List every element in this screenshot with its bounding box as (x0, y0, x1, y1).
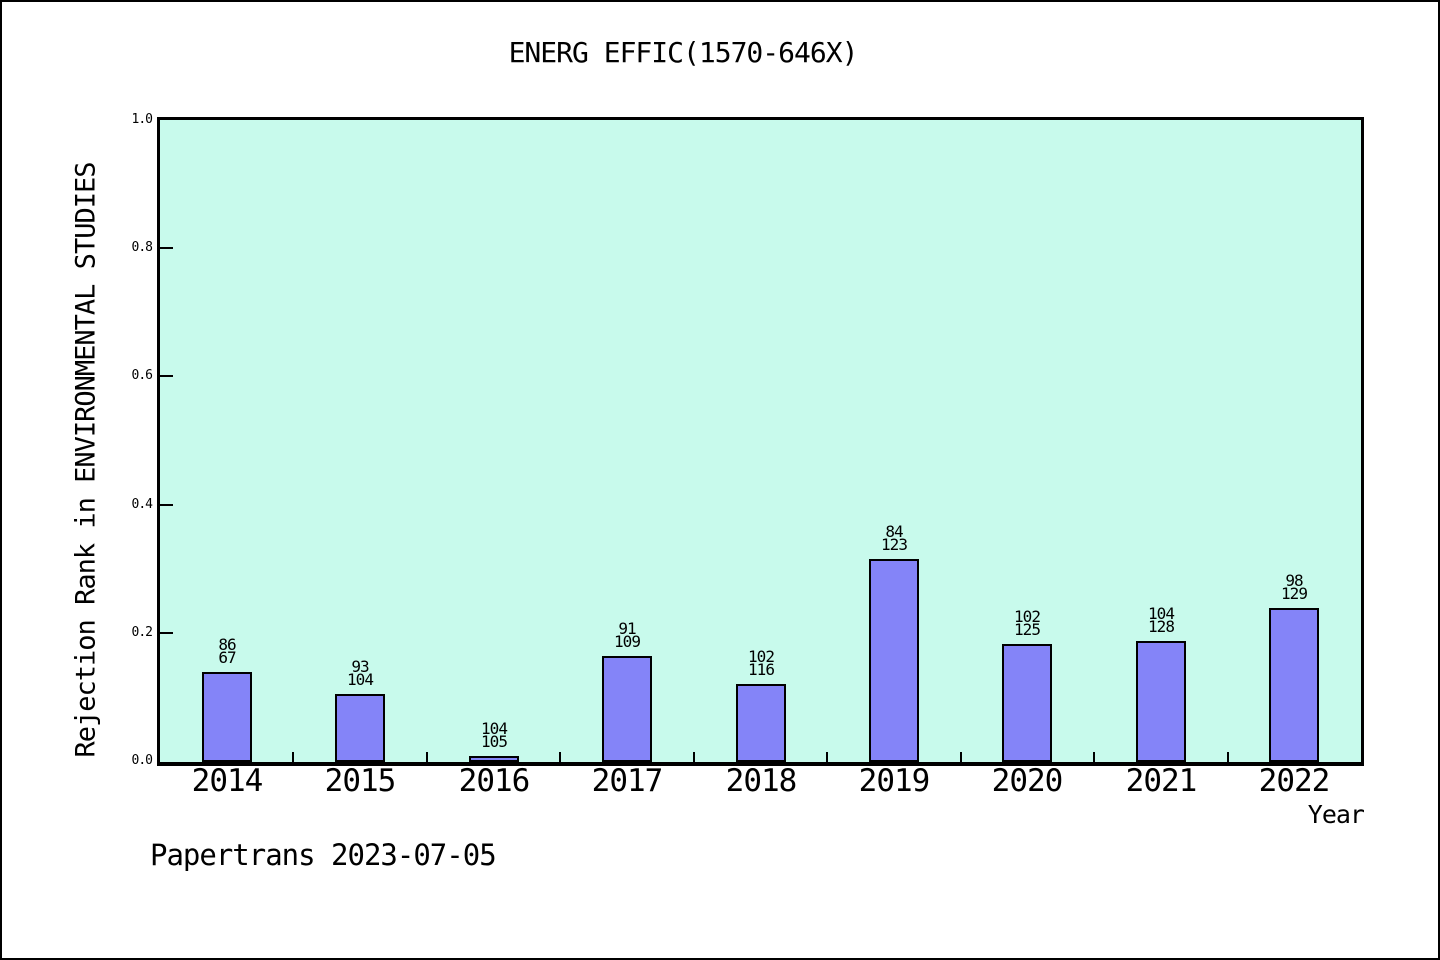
x-tick-mark (960, 752, 962, 762)
bar (736, 684, 786, 762)
bar (469, 756, 519, 762)
bar-value-label: 104 128 (1148, 604, 1175, 636)
bar (1002, 644, 1052, 762)
y-axis-label: Rejection Rank in ENVIRONMENTAL STUDIES (70, 162, 102, 758)
y-tick-mark (160, 247, 173, 249)
x-tick-label: 2021 (1125, 763, 1198, 799)
x-tick-mark (559, 752, 561, 762)
y-tick-label: 0.8 (131, 240, 153, 255)
y-tick-mark (160, 504, 173, 506)
bar (602, 656, 652, 762)
plot-inner: 86 67 93 104 104 105 91 109 102 116 84 123 102 125 104… (160, 120, 1361, 762)
bar-value-label: 104 105 (481, 719, 508, 751)
bar (202, 672, 252, 762)
x-tick-mark (826, 752, 828, 762)
x-tick-label: 2015 (324, 763, 397, 799)
y-tick-label: 0.2 (131, 625, 153, 640)
bar-value-label: 98 129 (1281, 571, 1308, 603)
bar (335, 694, 385, 762)
plot-area: 86 67 93 104 104 105 91 109 102 116 84 123 102 125 104… (157, 117, 1364, 766)
bar (869, 559, 919, 762)
bar-value-label: 102 116 (748, 647, 775, 679)
x-tick-label: 2022 (1258, 763, 1331, 799)
x-tick-mark (426, 752, 428, 762)
y-tick-label: 1.0 (131, 112, 153, 127)
chart-title: ENERG EFFIC(1570-646X) (508, 36, 859, 69)
x-tick-label: 2020 (991, 763, 1064, 799)
x-tick-mark (1093, 752, 1095, 762)
y-tick-mark (160, 632, 173, 634)
x-axis-label: Year (1307, 800, 1365, 829)
x-tick-mark (693, 752, 695, 762)
bar-value-label: 93 104 (347, 657, 374, 689)
bar-value-label: 86 67 (218, 635, 236, 667)
y-tick-mark (160, 375, 173, 377)
y-tick-label: 0.6 (131, 368, 153, 383)
bar (1269, 608, 1319, 762)
bar-value-label: 102 125 (1014, 607, 1041, 639)
bar-value-label: 84 123 (881, 522, 908, 554)
footer-text: Papertrans 2023-07-05 (150, 838, 497, 872)
x-tick-label: 2019 (858, 763, 931, 799)
x-tick-mark (292, 752, 294, 762)
x-tick-label: 2016 (458, 763, 531, 799)
x-tick-mark (1227, 752, 1229, 762)
bar (1136, 641, 1186, 762)
bar-value-label: 91 109 (614, 619, 641, 651)
x-tick-label: 2018 (725, 763, 798, 799)
y-tick-label: 0.4 (131, 497, 153, 512)
x-tick-label: 2014 (191, 763, 264, 799)
y-tick-label: 0.0 (131, 753, 153, 768)
x-tick-label: 2017 (591, 763, 664, 799)
